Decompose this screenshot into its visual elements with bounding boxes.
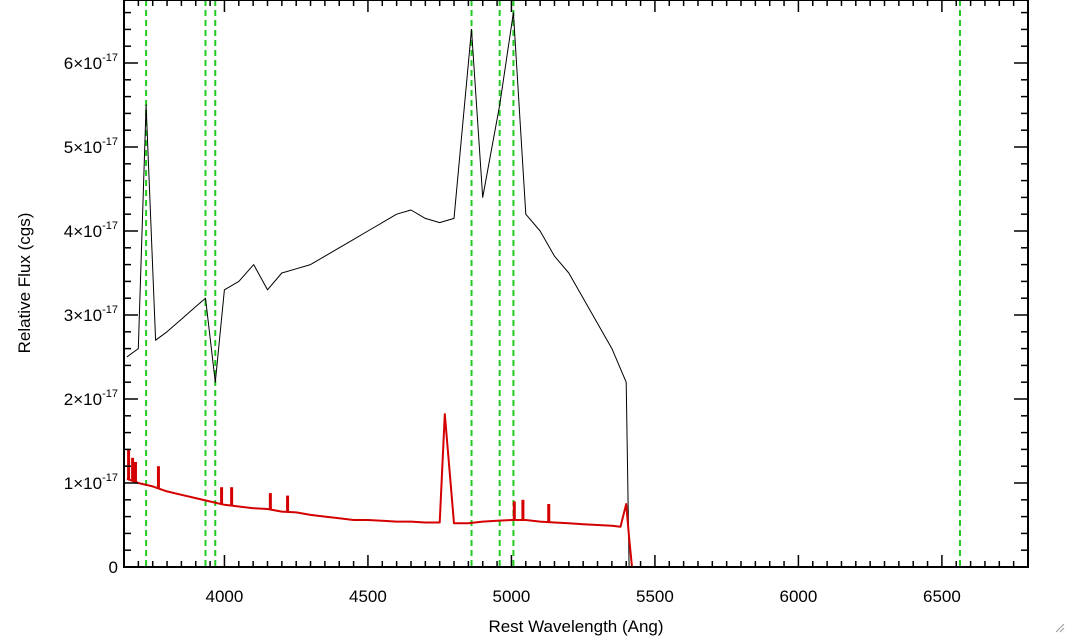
y-tick-mantissa: 0 (109, 558, 118, 577)
y-tick-mantissa: 2×10 (64, 390, 102, 409)
y-tick-exponent: -17 (102, 220, 118, 232)
x-tick-label: 6500 (923, 587, 961, 606)
x-tick-label: 4000 (206, 587, 244, 606)
series-line-spectrum (126, 12, 630, 567)
axis-ticks (123, 0, 1029, 568)
y-tick-label: 5×10-17 (64, 136, 118, 157)
y-tick-exponent: -17 (102, 388, 118, 400)
y-tick-label: 1×10-17 (64, 472, 118, 493)
y-tick-exponent: -17 (102, 52, 118, 64)
series-line-model (126, 413, 1028, 567)
y-tick-label: 3×10-17 (64, 304, 118, 325)
x-tick-label: 5500 (636, 587, 674, 606)
x-tick-labels: 4000 4500 5000 5500 6000 6500 (206, 587, 961, 606)
x-axis-title: Rest Wavelength (Ang) (488, 617, 663, 636)
y-tick-mantissa: 6×10 (64, 54, 102, 73)
x-tick-label: 6000 (779, 587, 817, 606)
y-tick-label: 4×10-17 (64, 220, 118, 241)
y-tick-mantissa: 1×10 (64, 474, 102, 493)
y-tick-exponent: -17 (102, 472, 118, 484)
vertical-markers (145, 0, 961, 567)
y-axis-title: Relative Flux (cgs) (15, 213, 34, 354)
y-tick-label: 6×10-17 (64, 52, 118, 73)
y-tick-mantissa: 3×10 (64, 306, 102, 325)
y-tick-mantissa: 4×10 (64, 222, 102, 241)
series-layer (126, 12, 1028, 567)
y-tick-labels: 01×10-172×10-173×10-174×10-175×10-176×10… (64, 52, 118, 577)
resize-grip-icon[interactable] (1053, 621, 1065, 633)
x-tick-label: 4500 (349, 587, 387, 606)
y-tick-label: 2×10-17 (64, 388, 118, 409)
y-tick-label: 0 (109, 558, 118, 577)
y-tick-exponent: -17 (102, 304, 118, 316)
y-tick-mantissa: 5×10 (64, 138, 102, 157)
y-tick-exponent: -17 (102, 136, 118, 148)
plot-frame (123, 0, 1029, 568)
x-tick-label: 5000 (493, 587, 531, 606)
